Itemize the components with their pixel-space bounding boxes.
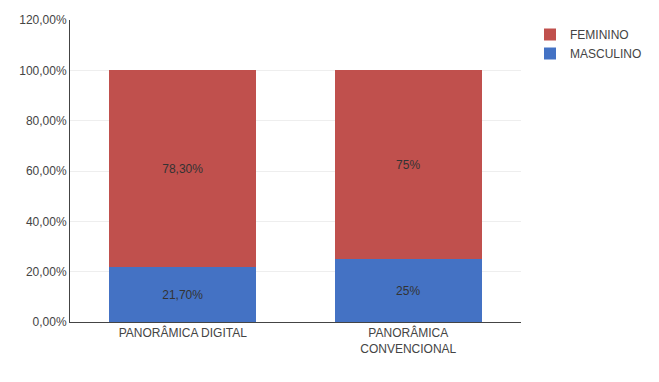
svg-text:80,00%: 80,00% bbox=[26, 114, 67, 128]
svg-text:FEMININO: FEMININO bbox=[570, 28, 629, 42]
svg-text:PANORÂMICA DIGITAL: PANORÂMICA DIGITAL bbox=[119, 325, 248, 340]
svg-text:120,00%: 120,00% bbox=[19, 13, 67, 27]
svg-text:60,00%: 60,00% bbox=[26, 164, 67, 178]
svg-text:75%: 75% bbox=[396, 158, 420, 172]
svg-text:0,00%: 0,00% bbox=[33, 315, 67, 329]
svg-text:PANORÂMICACONVENCIONAL: PANORÂMICACONVENCIONAL bbox=[360, 325, 456, 356]
svg-text:78,30%: 78,30% bbox=[162, 162, 203, 176]
svg-text:25%: 25% bbox=[396, 284, 420, 298]
svg-text:MASCULINO: MASCULINO bbox=[570, 47, 641, 61]
svg-text:20,00%: 20,00% bbox=[26, 265, 67, 279]
svg-text:100,00%: 100,00% bbox=[19, 64, 67, 78]
svg-text:21,70%: 21,70% bbox=[162, 288, 203, 302]
svg-text:40,00%: 40,00% bbox=[26, 215, 67, 229]
